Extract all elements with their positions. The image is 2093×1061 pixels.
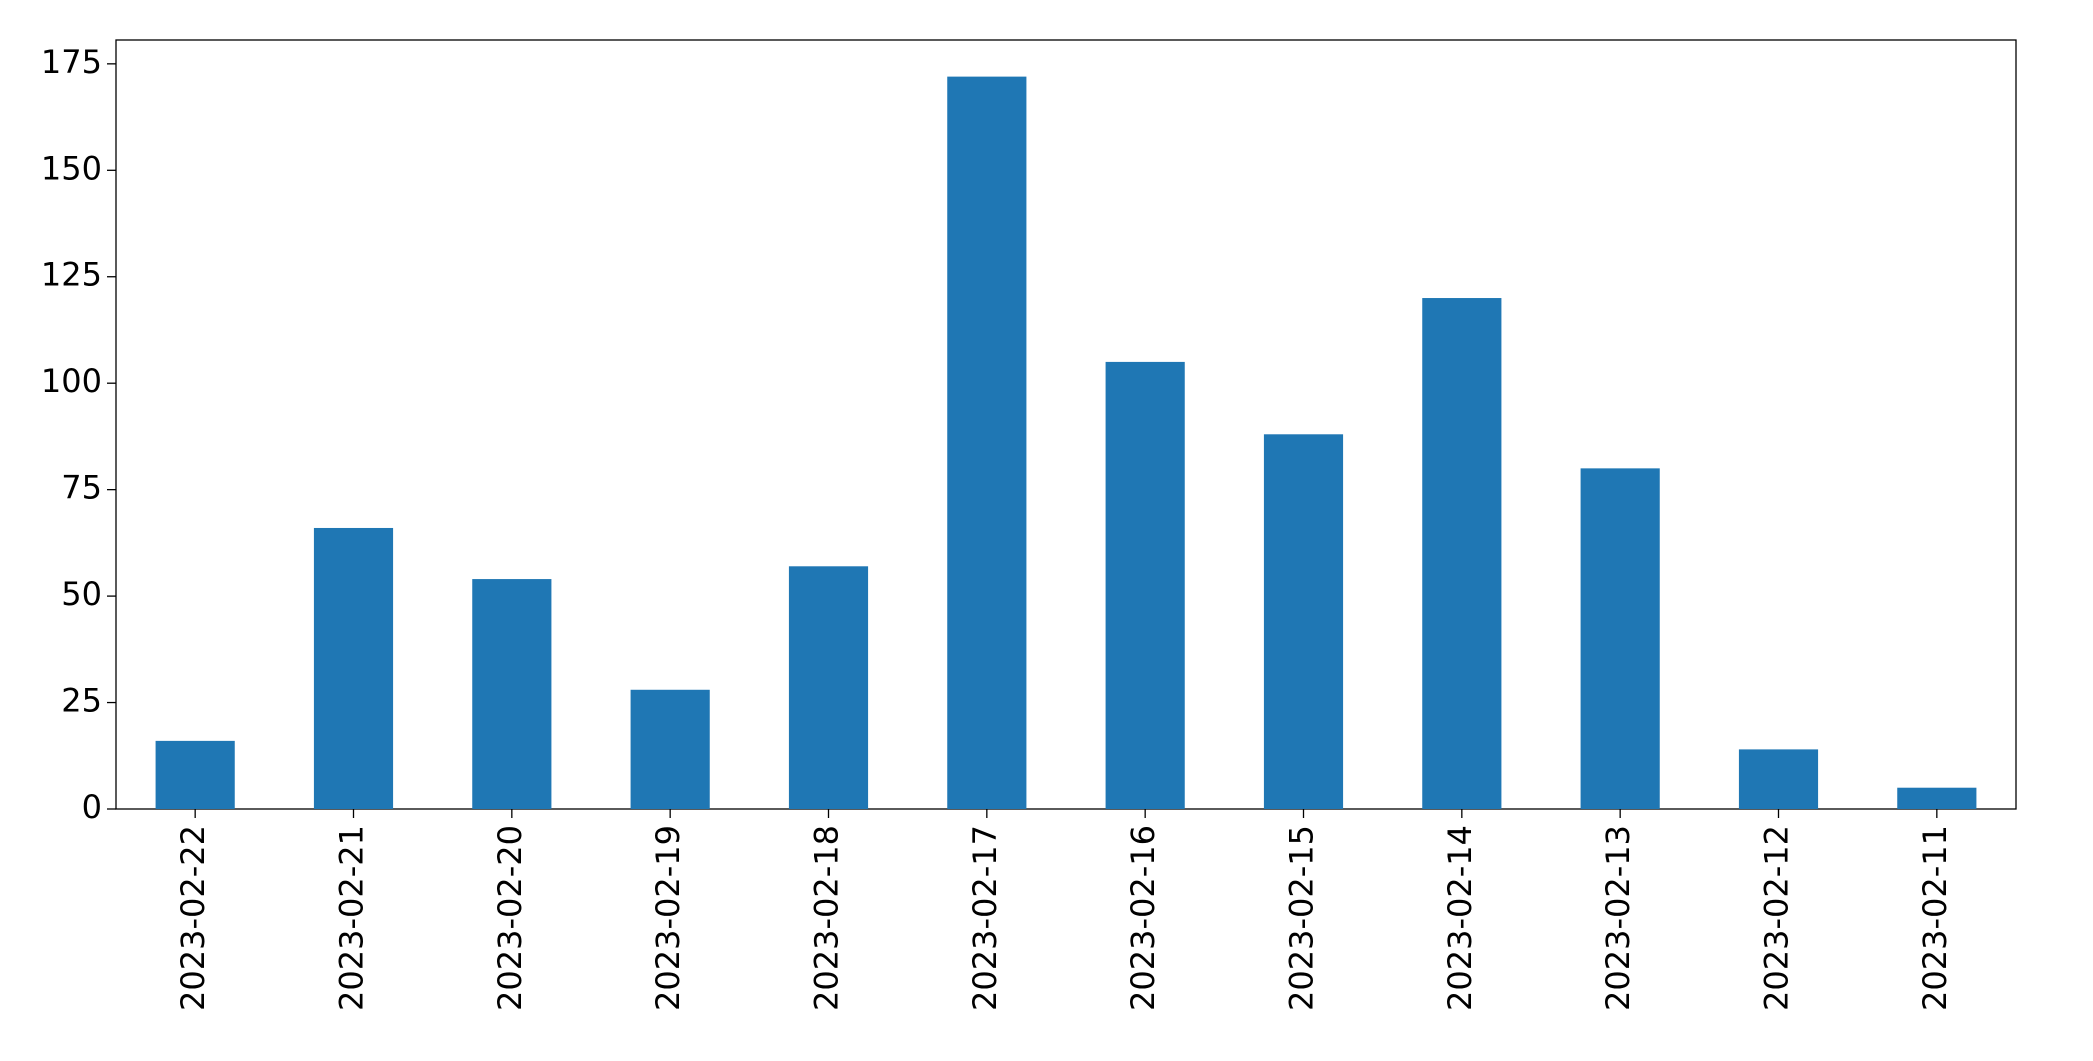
bar [788,566,869,809]
bar [1422,298,1502,809]
y-tick-label: 100 [41,362,102,400]
bar [472,579,552,809]
x-tick-label: 2023-02-17 [966,825,1004,1011]
bar [947,76,1027,810]
x-tick-label: 2023-02-21 [333,825,371,1011]
x-tick-label: 2023-02-11 [1916,825,1954,1011]
bar [1105,361,1185,809]
bar [1738,749,1819,809]
bar [155,740,235,809]
bar [1263,434,1344,809]
y-tick-label: 50 [61,575,102,613]
x-tick-label: 2023-02-14 [1441,825,1479,1011]
x-tick-label: 2023-02-20 [491,825,529,1011]
x-tick-label: 2023-02-13 [1599,825,1637,1011]
y-tick-label: 0 [82,788,102,826]
y-tick-label: 150 [41,149,102,187]
bar [630,689,710,809]
x-tick-label: 2023-02-18 [808,825,846,1011]
y-tick-label: 175 [41,43,102,81]
y-tick-label: 25 [61,682,102,720]
y-tick-label: 125 [41,256,102,294]
plot-frame [115,39,2017,810]
x-tick-label: 2023-02-22 [174,825,212,1011]
bar [1580,468,1660,809]
bar [313,527,394,809]
bar [1897,787,1977,809]
x-tick-label: 2023-02-19 [649,825,687,1011]
x-tick-label: 2023-02-16 [1124,825,1162,1011]
x-tick-label: 2023-02-12 [1758,825,1796,1011]
x-tick-label: 2023-02-15 [1283,825,1321,1011]
y-tick-label: 75 [61,469,102,507]
